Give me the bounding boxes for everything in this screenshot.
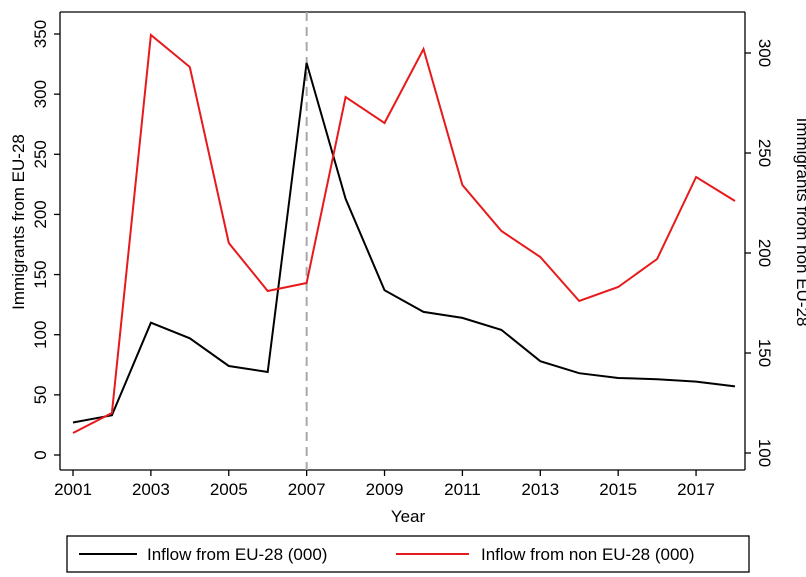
x-tick-label: 2007: [288, 480, 326, 499]
legend-label-non-eu28: Inflow from non EU-28 (000): [481, 545, 695, 564]
right-tick-label: 250: [755, 139, 774, 167]
left-tick-label: 150: [31, 260, 50, 288]
series-line-non-eu28: [72, 33, 736, 434]
x-tick-label: 2005: [210, 480, 248, 499]
right-tick-label: 100: [755, 439, 774, 467]
series-layer: [72, 33, 736, 434]
y-axis-right-title: Immigrants from non EU-28: [793, 118, 806, 327]
right-y-ticks: 100 150 200 250 300: [745, 39, 774, 467]
y-axis-left-title: Immigrants from EU-28: [9, 134, 28, 310]
x-ticks: 2001 2003 2005 2007 2009 2011 2013 2015 2017: [54, 470, 715, 499]
left-y-ticks: 0 50 100 150 200 250 300 350: [31, 20, 60, 460]
x-axis-title: Year: [391, 507, 426, 526]
x-tick-label: 2001: [54, 480, 92, 499]
left-tick-label: 100: [31, 321, 50, 349]
x-tick-label: 2011: [444, 480, 481, 499]
left-tick-label: 50: [31, 385, 50, 404]
x-tick-label: 2017: [677, 480, 715, 499]
right-tick-label: 300: [755, 39, 774, 67]
left-tick-label: 300: [31, 80, 50, 108]
left-tick-label: 0: [31, 450, 50, 459]
legend-label-eu28: Inflow from EU-28 (000): [147, 545, 327, 564]
series-line-eu28: [72, 62, 736, 424]
legend: Inflow from EU-28 (000) Inflow from non …: [66, 535, 750, 573]
left-tick-label: 250: [31, 140, 50, 168]
x-tick-label: 2013: [521, 480, 559, 499]
right-tick-label: 200: [755, 239, 774, 267]
right-tick-label: 150: [755, 339, 774, 367]
x-tick-label: 2003: [132, 480, 170, 499]
plot-area: [59, 11, 746, 471]
x-tick-label: 2015: [599, 480, 637, 499]
x-tick-label: 2009: [366, 480, 404, 499]
left-tick-label: 350: [31, 20, 50, 48]
left-tick-label: 200: [31, 200, 50, 228]
